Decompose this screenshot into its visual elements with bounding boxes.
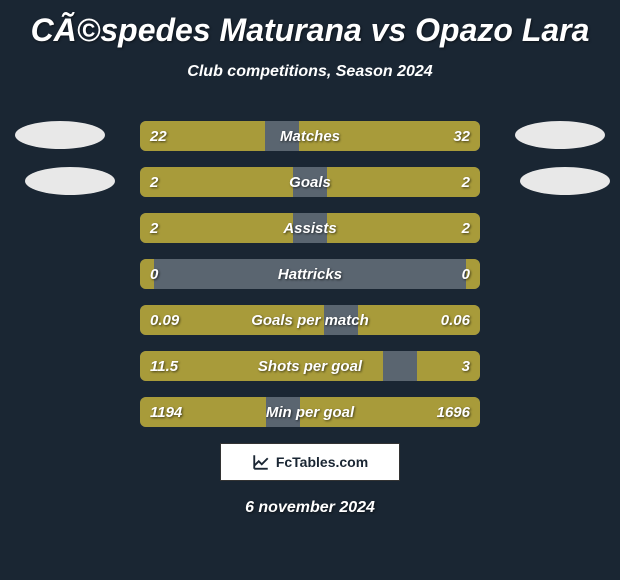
stat-label: Matches	[140, 121, 480, 151]
stat-row: 2232Matches	[140, 121, 480, 151]
stat-label: Min per goal	[140, 397, 480, 427]
stats-area: 2232Matches 22Goals 22Assists 00Hattricks 0.…	[0, 121, 620, 427]
watermark: FcTables.com	[220, 443, 400, 481]
player-right-badge-2	[520, 167, 610, 195]
stat-label: Assists	[140, 213, 480, 243]
stat-label: Hattricks	[140, 259, 480, 289]
watermark-text: FcTables.com	[276, 454, 368, 470]
player-left-badge-2	[25, 167, 115, 195]
stat-label: Goals per match	[140, 305, 480, 335]
player-right-badge-1	[515, 121, 605, 149]
stat-bars: 2232Matches 22Goals 22Assists 00Hattricks 0.…	[140, 121, 480, 427]
stat-row: 22Goals	[140, 167, 480, 197]
stat-row: 11.53Shots per goal	[140, 351, 480, 381]
date: 6 november 2024	[0, 499, 620, 517]
subtitle: Club competitions, Season 2024	[0, 63, 620, 81]
stat-row: 0.090.06Goals per match	[140, 305, 480, 335]
stat-row: 11941696Min per goal	[140, 397, 480, 427]
page-title: CÃ©spedes Maturana vs Opazo Lara	[0, 0, 620, 49]
chart-icon	[252, 453, 270, 471]
stat-row: 00Hattricks	[140, 259, 480, 289]
stat-label: Goals	[140, 167, 480, 197]
stat-label: Shots per goal	[140, 351, 480, 381]
stat-row: 22Assists	[140, 213, 480, 243]
player-left-badge-1	[15, 121, 105, 149]
